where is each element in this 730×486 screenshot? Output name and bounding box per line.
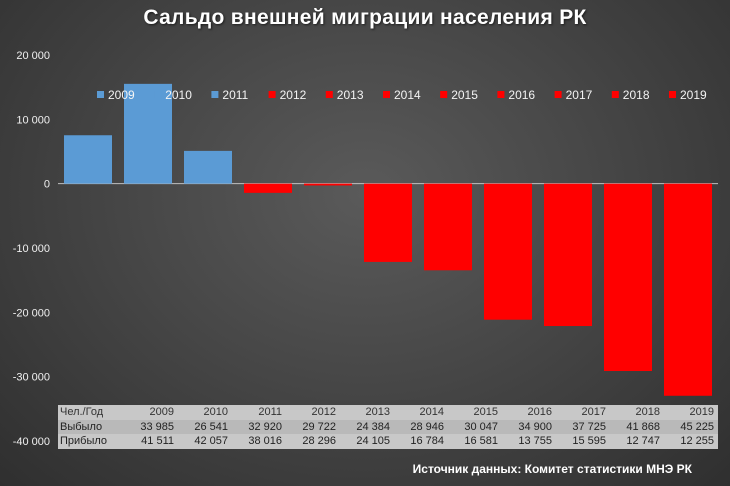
y-tick-label: 20 000 — [16, 50, 50, 62]
legend-label-2018: 2018 — [623, 88, 650, 102]
table-cell: 16 784 — [410, 435, 444, 448]
data-table: Чел./Год 2009 2010 2011 2012 2013 2014 2015 2016… — [58, 405, 718, 449]
table-cell: 2009 — [149, 406, 174, 419]
table-cell: 12 747 — [626, 435, 660, 448]
legend-label-2019: 2019 — [680, 88, 707, 102]
table-cell: 28 946 — [394, 419, 448, 434]
legend-label-2014: 2014 — [394, 88, 421, 102]
legend-swatch-2010 — [154, 91, 162, 98]
y-tick-label: -40 000 — [13, 436, 50, 448]
table-cell: 2017 — [581, 406, 606, 419]
legend-swatch-2018 — [611, 91, 619, 98]
table-cell: 2010 — [203, 406, 228, 419]
legend-swatch-2011 — [211, 91, 219, 98]
table-cell: 41 511 — [141, 435, 174, 448]
chart-title: Сальдо внешней миграции населения РК — [143, 6, 587, 29]
table-row-label: Прибыло — [60, 435, 108, 448]
legend-label-2013: 2013 — [337, 88, 364, 102]
table-cell: 33 985 — [124, 419, 178, 434]
table-cell: 42 057 — [194, 435, 228, 448]
table-cell: 2011 — [258, 406, 282, 419]
source-note: Источник данных: Комитет статистики МНЭ … — [412, 462, 692, 476]
legend-label-2010: 2010 — [165, 88, 192, 102]
bar-2018 — [604, 183, 652, 372]
legend-swatch-2009 — [97, 91, 104, 98]
table-cell: 2016 — [527, 406, 552, 419]
bar-2010 — [124, 83, 172, 184]
bars-layer — [64, 83, 712, 396]
table-row-label: Выбыло — [58, 419, 124, 434]
table-cell: 30 047 — [448, 419, 502, 434]
table-cell: 12 255 — [680, 435, 714, 448]
legend-swatch-2015 — [440, 91, 448, 98]
legend-label-2016: 2016 — [508, 88, 535, 102]
table-cell: 15 595 — [572, 435, 606, 448]
y-tick-label: 0 — [44, 179, 50, 191]
table-cell: 45 225 — [664, 419, 718, 434]
y-tick-label: -30 000 — [13, 372, 50, 384]
legend-swatch-2019 — [669, 91, 676, 98]
table-header-row: Чел./Год 2009 2010 2011 2012 2013 2014 2015 2016… — [58, 405, 718, 420]
bar-2015 — [424, 183, 472, 271]
table-cell: 41 868 — [610, 419, 664, 434]
legend-label-2009: 2009 — [108, 88, 135, 102]
legend-label-2011: 2011 — [222, 88, 248, 102]
table-cell: 2019 — [689, 406, 714, 419]
bar-2012 — [244, 183, 292, 193]
table-row-departed: Выбыло 33 985 26 541 32 920 29 722 24 384 28 9… — [58, 419, 718, 434]
table-cell: 16 581 — [464, 435, 498, 448]
bar-2009 — [64, 135, 112, 184]
table-cell: 2014 — [419, 406, 444, 419]
table-cell: 29 722 — [286, 419, 340, 434]
table-cell: 26 541 — [178, 419, 232, 434]
legend-swatch-2013 — [325, 91, 333, 98]
legend-swatch-2016 — [497, 91, 505, 98]
bar-2014 — [364, 183, 412, 262]
table-cell: 28 296 — [302, 435, 336, 448]
table-cell: 2015 — [473, 406, 498, 419]
y-tick-label: 10 000 — [16, 114, 50, 126]
legend: 2009 2010 2011 2012 2013 2014 2015 2016 2017 2018… — [97, 88, 707, 102]
y-tick-label: -10 000 — [13, 243, 50, 255]
legend-swatch-2012 — [268, 91, 276, 98]
table-cell: 34 900 — [502, 419, 556, 434]
bar-2017 — [544, 183, 592, 327]
legend-label-2012: 2012 — [280, 88, 307, 102]
table-cell: 2018 — [635, 406, 660, 419]
y-tick-label: -20 000 — [13, 307, 50, 319]
legend-swatch-2017 — [554, 91, 562, 98]
legend-swatch-2014 — [383, 91, 390, 98]
table-row-label: Чел./Год — [60, 406, 104, 419]
table-cell: 2013 — [365, 406, 390, 419]
table-cell: 13 755 — [518, 435, 552, 448]
table-cell: 37 725 — [556, 419, 610, 434]
legend-label-2015: 2015 — [451, 88, 478, 102]
table-cell: 24 105 — [356, 435, 390, 448]
bar-2011 — [184, 150, 232, 184]
legend-label-2017: 2017 — [566, 88, 593, 102]
table-cell: 2012 — [311, 406, 336, 419]
bar-2019 — [664, 183, 712, 396]
table-cell: 24 384 — [340, 419, 394, 434]
table-cell: 38 016 — [248, 435, 282, 448]
table-row-arrived: Прибыло 41 511 42 057 38 016 28 296 24 105 16 … — [58, 434, 718, 449]
bar-2016 — [484, 183, 532, 320]
table-cell: 32 920 — [232, 419, 286, 434]
bar-2013 — [304, 183, 352, 186]
